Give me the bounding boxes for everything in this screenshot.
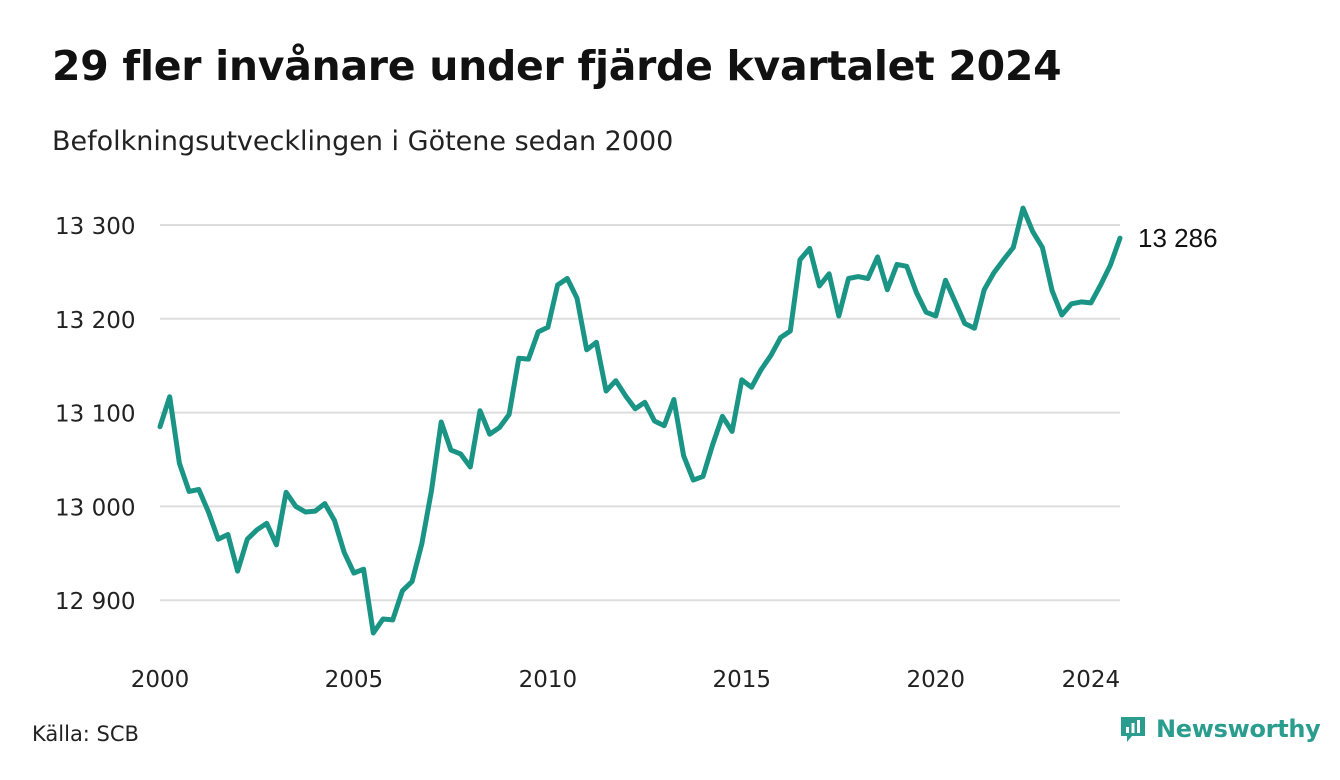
x-tick-label: 2015	[713, 667, 772, 693]
brand-name: Newsworthy	[1156, 715, 1321, 743]
y-tick-label: 12 900	[55, 589, 135, 615]
newsworthy-logo-icon	[1121, 717, 1145, 742]
y-tick-label: 13 100	[55, 402, 135, 428]
y-tick-label: 13 300	[55, 214, 135, 240]
chart-subtitle: Befolkningsutvecklingen i Götene sedan 2…	[52, 126, 674, 157]
x-tick-label: 2010	[519, 667, 578, 693]
chart-title: 29 fler invånare under fjärde kvartalet …	[52, 42, 1062, 90]
series-group: 13 286	[157, 205, 1218, 636]
x-tick-label: 2020	[906, 667, 965, 693]
x-axis-ticks: 2000 2005 2010 2015 2020 2024	[131, 667, 1120, 693]
series-line	[157, 205, 1123, 636]
x-tick-label: 2000	[131, 667, 190, 693]
y-axis-ticks: 12 900 13 000 13 100 13 200 13 300	[55, 214, 135, 615]
y-tick-label: 13 200	[55, 308, 135, 334]
last-value-label: 13 286	[1138, 223, 1218, 253]
source-note: Källa: SCB	[32, 722, 139, 746]
x-tick-label: 2005	[325, 667, 384, 693]
brand-logo: Newsworthy	[1118, 714, 1321, 744]
y-tick-label: 13 000	[55, 495, 135, 521]
grid-lines	[160, 224, 1120, 602]
x-tick-label: 2024	[1062, 667, 1121, 693]
